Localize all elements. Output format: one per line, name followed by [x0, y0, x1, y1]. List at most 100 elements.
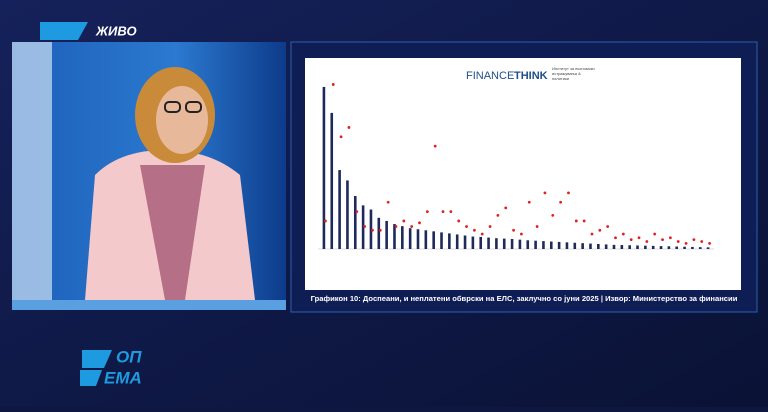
brand-name: FINANCE [466, 70, 514, 82]
bar [683, 246, 686, 249]
dot [629, 238, 633, 242]
dot [331, 83, 335, 86]
dot [543, 191, 547, 195]
bar [424, 230, 428, 249]
dot [535, 225, 539, 228]
bar [636, 245, 639, 249]
chart-caption: Графикон 10: Доспеани, и неплатени обврс… [310, 294, 738, 303]
dot [339, 135, 343, 139]
chart-area [305, 58, 741, 290]
dot [676, 240, 680, 243]
glasses [185, 101, 202, 113]
dot [567, 191, 570, 195]
dot [465, 225, 468, 228]
bar [448, 233, 451, 249]
dot [418, 221, 421, 225]
bar [487, 237, 490, 249]
dot [441, 210, 445, 214]
dot [449, 210, 453, 214]
dot [324, 219, 327, 223]
dot [551, 213, 555, 217]
dot [700, 240, 704, 243]
bar [706, 247, 710, 249]
dot [621, 232, 625, 236]
bar [393, 224, 396, 249]
dot [433, 144, 437, 148]
bar [597, 244, 600, 249]
dot [582, 219, 586, 223]
bar [510, 239, 514, 249]
bar [369, 209, 373, 249]
bar [432, 231, 435, 249]
dot [653, 232, 657, 236]
dot [386, 200, 390, 204]
scarf [140, 165, 205, 300]
dot [590, 232, 594, 236]
bar [691, 246, 694, 249]
dot [363, 225, 367, 228]
dot [371, 228, 374, 232]
show-logo-top: ОП [116, 347, 142, 366]
caption-box: Графикон 10: Доспеани, и неплатени обврс… [310, 294, 738, 303]
bar [416, 229, 420, 249]
bar [502, 238, 506, 249]
bar [385, 220, 388, 249]
dot [527, 200, 531, 204]
dot [559, 200, 563, 204]
brand-tagline: Институт за економски истражувања & поли… [552, 66, 595, 81]
dot [457, 219, 461, 223]
bar [604, 244, 608, 249]
brand-tagline-box: Институт за економски истражувања & поли… [552, 66, 595, 81]
dot [410, 225, 414, 228]
bar [651, 245, 655, 249]
show-logo-mark [80, 370, 102, 386]
dot [661, 238, 664, 242]
dot [708, 241, 711, 245]
bar [526, 240, 530, 249]
bar [322, 86, 326, 249]
dot [606, 225, 610, 228]
face [156, 86, 208, 154]
brand-name-bold: THINK [514, 70, 548, 82]
bar [667, 246, 671, 249]
dot [496, 213, 500, 217]
bar [534, 240, 537, 249]
studio-wall [12, 42, 52, 310]
bar [542, 241, 545, 249]
bar [589, 243, 592, 249]
bar [557, 241, 561, 249]
bar [361, 205, 365, 249]
dot [668, 236, 672, 240]
dot [520, 232, 523, 236]
bar [479, 236, 483, 249]
bar [573, 242, 577, 249]
bar [471, 236, 475, 249]
live-label: ЖИВО [95, 23, 137, 38]
dot [574, 219, 578, 223]
dot [645, 240, 649, 243]
bar [549, 241, 553, 249]
dot [378, 228, 382, 232]
bar [353, 196, 357, 249]
bar [440, 232, 443, 249]
desk [12, 300, 286, 310]
dot [402, 219, 406, 223]
bar [565, 242, 569, 249]
dot [692, 238, 696, 242]
bar [644, 245, 647, 249]
bar [346, 180, 349, 249]
bar [377, 217, 381, 249]
show-logo-bottom: ЕМА [104, 368, 142, 387]
bar [330, 112, 334, 250]
bar [338, 170, 341, 249]
bar [463, 235, 467, 249]
dot [512, 228, 515, 232]
dot [488, 225, 492, 228]
bar [675, 246, 679, 249]
dot [614, 236, 617, 240]
dot [480, 232, 484, 236]
bar [495, 238, 498, 249]
bar [408, 228, 412, 249]
dot [355, 210, 359, 214]
